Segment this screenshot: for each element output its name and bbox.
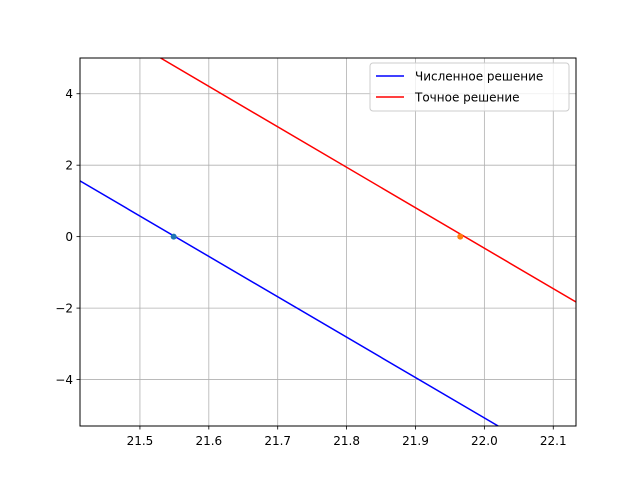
y-tick-label: −2 <box>55 302 73 316</box>
y-tick-label: 0 <box>65 230 73 244</box>
x-tick-label: 22.1 <box>540 434 567 448</box>
series-line-0 <box>80 180 499 426</box>
x-axis-ticks: 21.5 21.6 21.7 21.8 21.9 22.0 22.1 <box>127 426 567 448</box>
legend-box <box>369 62 570 112</box>
grid-lines <box>80 58 576 426</box>
y-tick-label: 4 <box>65 87 73 101</box>
series-lines <box>80 58 576 426</box>
series-line-1 <box>160 58 576 303</box>
zero-marker-0 <box>170 233 177 240</box>
x-tick-label: 21.6 <box>195 434 222 448</box>
x-tick-label: 21.5 <box>127 434 154 448</box>
y-axis-ticks: −4 −2 0 2 4 <box>55 87 80 387</box>
x-tick-label: 22.0 <box>471 434 498 448</box>
x-tick-label: 21.8 <box>333 434 360 448</box>
y-tick-label: 2 <box>65 159 73 173</box>
x-tick-label: 21.7 <box>264 434 291 448</box>
y-tick-label: −4 <box>55 373 73 387</box>
x-tick-label: 21.9 <box>402 434 429 448</box>
legend-label-1: Точное решение <box>414 91 520 105</box>
plot-frame <box>79 57 577 427</box>
plot-area <box>80 58 576 426</box>
legend: Численное решение Точное решение <box>369 62 570 112</box>
legend-label-0: Численное решение <box>415 70 543 84</box>
zero-markers <box>170 233 464 240</box>
zero-marker-1 <box>457 233 464 240</box>
